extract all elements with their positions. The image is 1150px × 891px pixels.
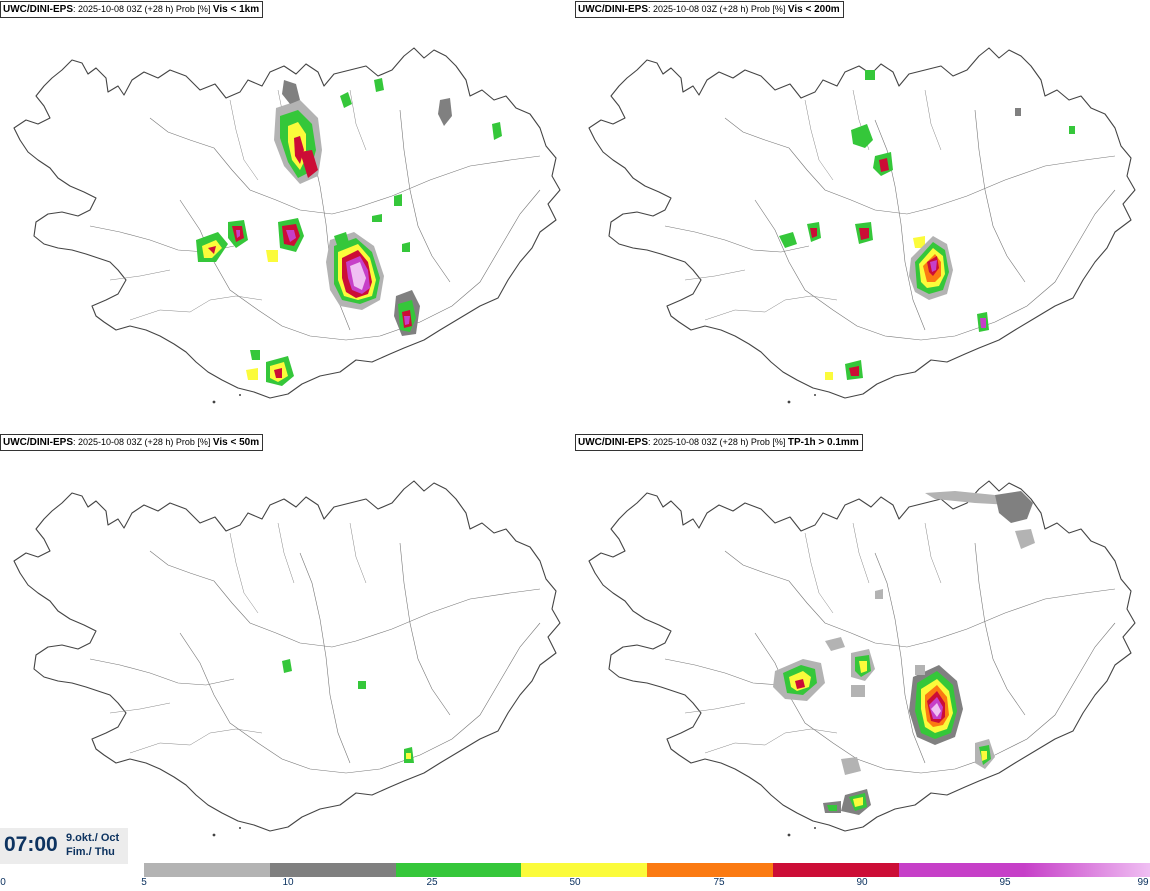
panel-title: UWC/DINI-EPS: 2025-10-08 03Z (+28 h) Pro… <box>575 1 844 18</box>
colorbar-tick: 25 <box>426 877 438 888</box>
map-panel-vis-1km: UWC/DINI-EPS: 2025-10-08 03Z (+28 h) Pro… <box>0 0 575 430</box>
model-name: UWC/DINI-EPS <box>578 4 648 15</box>
colorbar-tick: 50 <box>569 877 581 888</box>
variable-name: TP-1h > 0.1mm <box>787 437 859 448</box>
colorbar-segment <box>521 863 648 877</box>
valid-hour: 07:00 <box>4 833 58 856</box>
colorbar-tick: 10 <box>282 877 294 888</box>
panel-title: UWC/DINI-EPS: 2025-10-08 03Z (+28 h) Pro… <box>575 434 863 451</box>
colorbar <box>144 863 1150 877</box>
panel-title: UWC/DINI-EPS: 2025-10-08 03Z (+28 h) Pro… <box>0 434 264 451</box>
valid-date-line1: 9.okt./ Oct <box>66 832 120 844</box>
colorbar-tick: 99 <box>1137 877 1149 888</box>
variable-name: Vis < 200m <box>787 4 840 15</box>
colorbar-segment <box>269 863 396 877</box>
variable-name: Vis < 1km <box>212 4 260 15</box>
model-name: UWC/DINI-EPS <box>578 437 648 448</box>
model-name: UWC/DINI-EPS <box>3 437 73 448</box>
colorbar-segment <box>395 863 522 877</box>
colorbar-tick: 90 <box>856 877 868 888</box>
map-vis-50m <box>13 480 561 837</box>
run-info: 2025-10-08 03Z (+28 h) Prob [%] <box>78 4 211 14</box>
map-panel-tp-1h: UWC/DINI-EPS: 2025-10-08 03Z (+28 h) Pro… <box>575 433 1150 863</box>
run-info: 2025-10-08 03Z (+28 h) Prob [%] <box>653 437 786 447</box>
colorbar-segment <box>144 863 271 877</box>
map-panel-vis-200m: UWC/DINI-EPS: 2025-10-08 03Z (+28 h) Pro… <box>575 0 1150 430</box>
colorbar-tick: 95 <box>999 877 1011 888</box>
colorbar-segment <box>647 863 774 877</box>
colorbar-segment <box>772 863 899 877</box>
map-vis-200m <box>588 47 1136 404</box>
colorbar-segment <box>898 863 1025 877</box>
variable-name: Vis < 50m <box>212 437 260 448</box>
run-info: 2025-10-08 03Z (+28 h) Prob [%] <box>78 437 211 447</box>
valid-date-line2: Fim./ Thu <box>66 846 115 858</box>
run-info: 2025-10-08 03Z (+28 h) Prob [%] <box>653 4 786 14</box>
colorbar-segment <box>1024 863 1150 877</box>
colorbar-tick: 75 <box>713 877 725 888</box>
colorbar-tick: 5 <box>141 877 147 888</box>
panel-title: UWC/DINI-EPS: 2025-10-08 03Z (+28 h) Pro… <box>0 1 264 18</box>
colorbar-tick: 0 <box>0 877 6 888</box>
model-name: UWC/DINI-EPS <box>3 4 73 15</box>
map-vis-1km <box>13 47 561 404</box>
map-panel-vis-50m: UWC/DINI-EPS: 2025-10-08 03Z (+28 h) Pro… <box>0 433 575 863</box>
valid-date: 9.okt./ Oct Fim./ Thu <box>66 831 119 859</box>
valid-time-box: 07:00 9.okt./ Oct Fim./ Thu <box>0 828 128 864</box>
map-tp-1h <box>588 480 1136 837</box>
